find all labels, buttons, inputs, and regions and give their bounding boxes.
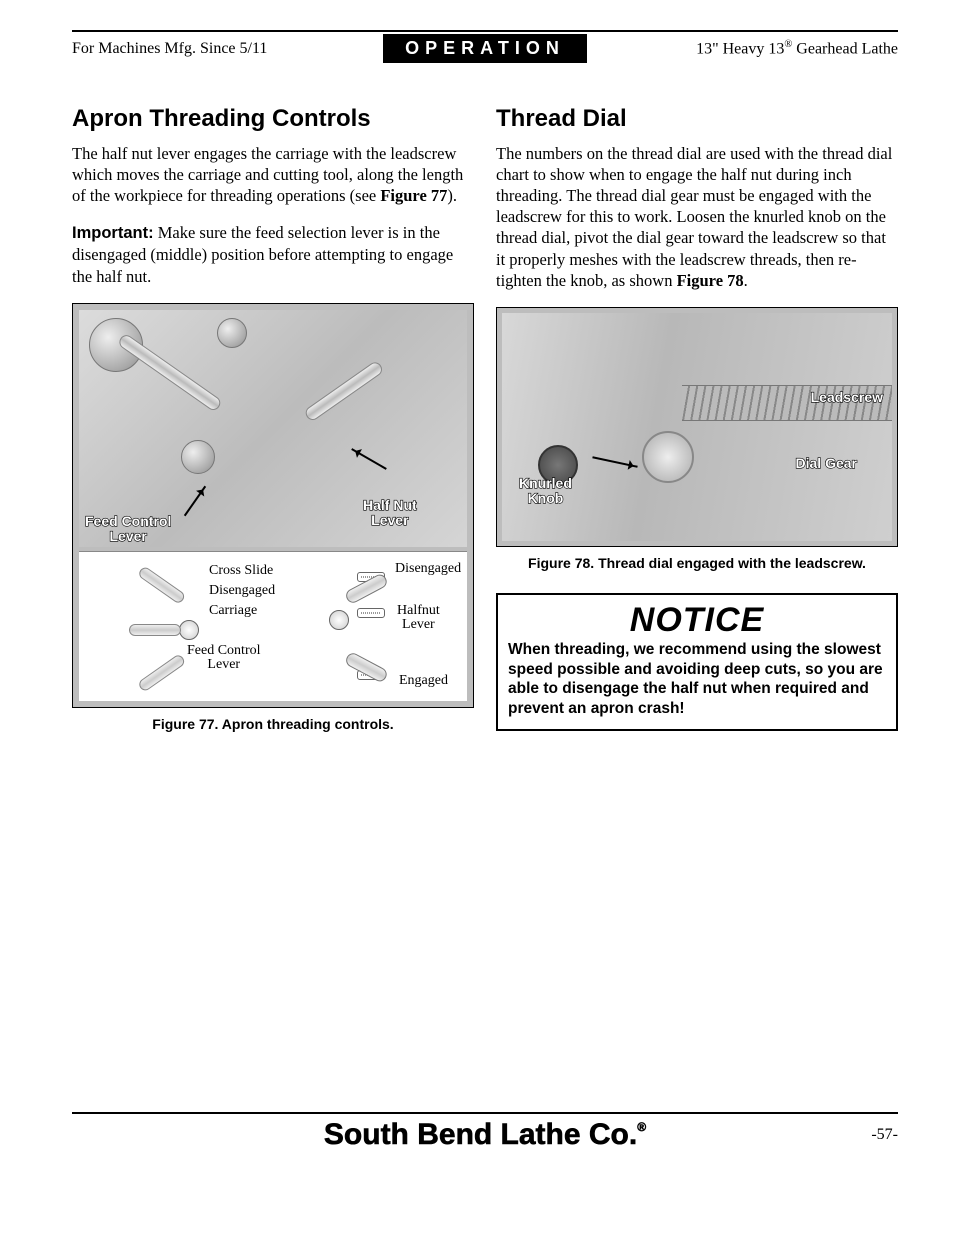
para-thread-dial: The numbers on the thread dial are used … bbox=[496, 143, 898, 291]
left-column: Apron Threading Controls The half nut le… bbox=[72, 105, 474, 732]
heading-thread-dial: Thread Dial bbox=[496, 105, 898, 133]
page-header: For Machines Mfg. Since 5/11 OPERATION 1… bbox=[72, 34, 898, 63]
fig78-label-dial-gear: Dial Gear bbox=[796, 456, 857, 471]
heading-apron-threading: Apron Threading Controls bbox=[72, 105, 474, 133]
footer-brand: South Bend Lathe Co.® bbox=[122, 1118, 848, 1152]
right-column: Thread Dial The numbers on the thread di… bbox=[496, 105, 898, 732]
figure-78: Leadscrew Dial Gear Knurled Knob Figure … bbox=[496, 307, 898, 571]
figure-77: Feed Control Lever Half Nut Lever Cross … bbox=[72, 303, 474, 732]
fig77-caption: Figure 77. Apron threading controls. bbox=[72, 716, 474, 732]
para-apron-intro: The half nut lever engages the carriage … bbox=[72, 143, 474, 206]
page-footer: South Bend Lathe Co.® -57- bbox=[72, 1118, 898, 1152]
fig77-label-feed-control: Feed Control Lever bbox=[85, 514, 171, 545]
fig78-label-leadscrew: Leadscrew bbox=[811, 390, 883, 405]
page-number: -57- bbox=[848, 1126, 898, 1144]
fig77-diag-engaged: Engaged bbox=[399, 674, 448, 689]
fig77-diagram-panel: Cross Slide Disengaged Carriage Feed Con… bbox=[79, 551, 467, 701]
notice-body: When threading, we recommend using the s… bbox=[508, 640, 886, 719]
fig77-diag-cross-slide: Cross Slide bbox=[209, 564, 273, 579]
fig77-label-half-nut: Half Nut Lever bbox=[363, 498, 417, 529]
fig77-diag-disengaged-top: Disengaged bbox=[395, 562, 461, 577]
header-left: For Machines Mfg. Since 5/11 bbox=[72, 40, 383, 58]
fig78-label-knurled-knob: Knurled Knob bbox=[519, 476, 572, 507]
fig77-diag-halfnut-lever: Halfnut Lever bbox=[397, 604, 440, 633]
notice-title: NOTICE bbox=[508, 601, 886, 640]
notice-box: NOTICE When threading, we recommend usin… bbox=[496, 593, 898, 731]
header-section-badge: OPERATION bbox=[383, 34, 587, 63]
fig77-diag-carriage: Carriage bbox=[209, 604, 257, 619]
fig77-diag-feed-control: Feed Control Lever bbox=[187, 644, 261, 673]
fig78-caption: Figure 78. Thread dial engaged with the … bbox=[496, 555, 898, 571]
para-important: Important: Make sure the feed selection … bbox=[72, 222, 474, 286]
header-right: 13" Heavy 13® Gearhead Lathe bbox=[587, 39, 898, 58]
fig77-diag-disengaged-mid: Disengaged bbox=[209, 584, 275, 599]
